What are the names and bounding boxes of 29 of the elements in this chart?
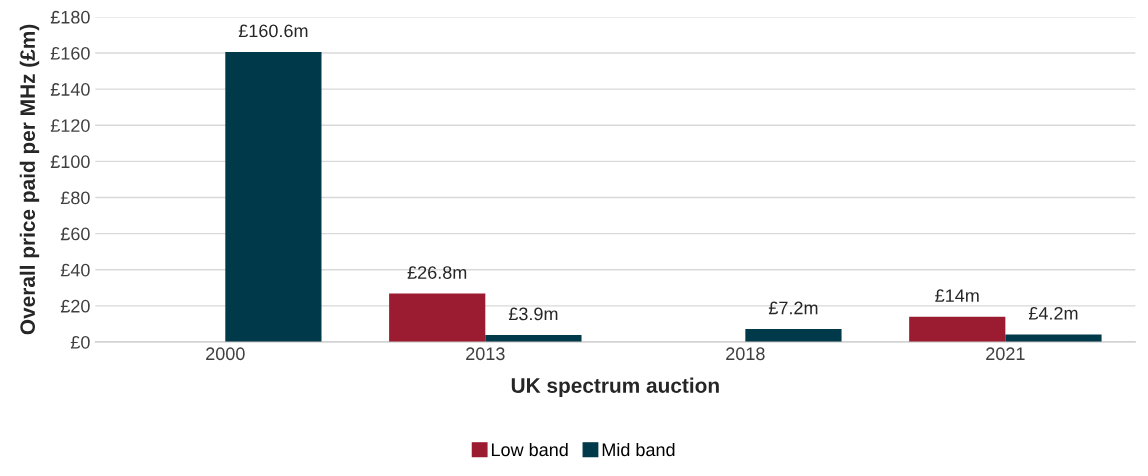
y-tick-label: £60 bbox=[60, 227, 90, 241]
y-axis-title: Overall price paid per MHz (£m) bbox=[19, 24, 40, 335]
bar bbox=[389, 293, 486, 343]
data-label: £4.2m bbox=[1028, 306, 1078, 320]
y-tick-label: £20 bbox=[60, 299, 90, 313]
y-tick-label: £120 bbox=[50, 119, 90, 132]
y-tick-label: £180 bbox=[50, 10, 90, 24]
data-label: £160.6m bbox=[238, 24, 308, 38]
y-tick-label: £80 bbox=[60, 191, 90, 205]
data-label: £7.2m bbox=[768, 301, 818, 315]
data-label: £26.8m bbox=[407, 266, 467, 279]
bar bbox=[1005, 334, 1102, 343]
x-tick-label: 2013 bbox=[466, 347, 505, 361]
bar bbox=[225, 51, 322, 343]
y-tick-label: £140 bbox=[50, 83, 90, 96]
y-tick-label: £0 bbox=[70, 335, 90, 349]
bar bbox=[745, 329, 842, 343]
y-tick-label: £100 bbox=[50, 155, 90, 169]
y-tick-label: £160 bbox=[50, 46, 90, 60]
bar bbox=[909, 316, 1006, 343]
data-label: £3.9m bbox=[508, 307, 558, 321]
x-tick-label: 2021 bbox=[986, 347, 1025, 361]
legend-label: Mid band bbox=[602, 442, 675, 457]
y-tick-label: £40 bbox=[60, 263, 90, 277]
x-tick-label: 2018 bbox=[726, 347, 765, 361]
legend-label: Low band bbox=[491, 442, 568, 457]
x-tick-label: 2000 bbox=[206, 347, 245, 361]
x-axis-title: UK spectrum auction bbox=[511, 377, 719, 398]
data-label: £14m bbox=[935, 289, 979, 302]
